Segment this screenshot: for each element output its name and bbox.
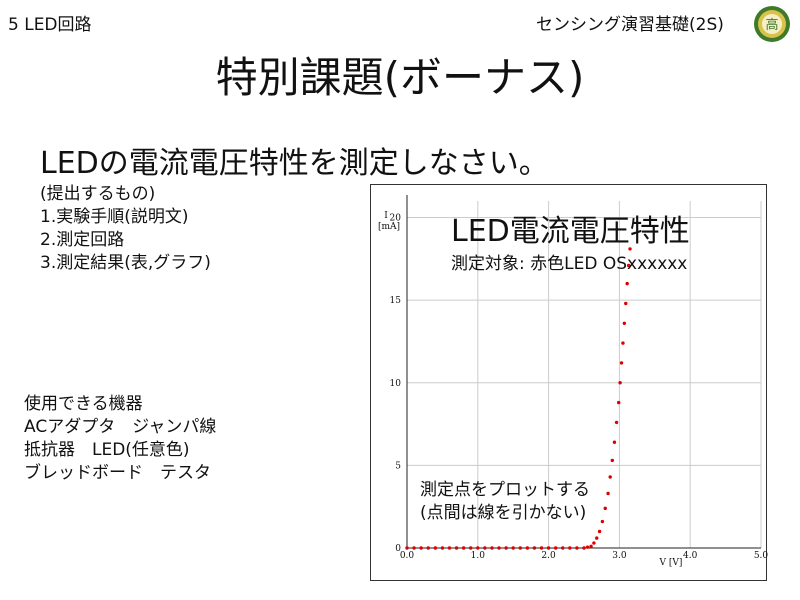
equipment-line: ブレッドボード テスタ — [24, 463, 211, 483]
data-point — [625, 281, 629, 286]
y-tick-label: 20 — [390, 214, 402, 224]
chart-points — [405, 247, 632, 550]
x-tick-label: 0.0 — [400, 551, 415, 561]
y-tick-label: 15 — [390, 296, 402, 306]
data-point — [619, 361, 624, 365]
equipment-line: ACアダプタ ジャンパ線 — [24, 417, 217, 437]
data-point — [561, 546, 565, 550]
data-point — [608, 475, 612, 479]
data-point — [589, 544, 593, 549]
data-point — [622, 321, 627, 325]
x-tick-label: 5.0 — [754, 551, 768, 561]
submission-list: (提出するもの) 1.実験手順(説明文) 2.測定回路 3.測定結果(表,グラフ… — [40, 183, 211, 275]
data-point — [497, 546, 501, 550]
data-point — [582, 546, 586, 550]
equipment-heading: 使用できる機器 — [24, 394, 143, 414]
iv-chart: 0.0 1.0 2.0 3.0 4.0 5.0 0 5 10 15 20 I [mA] V [V] … — [370, 184, 768, 581]
submission-item: 2.測定回路 — [40, 230, 125, 250]
y-tick-label: 0 — [395, 544, 401, 554]
data-point — [511, 546, 515, 550]
y-tick-label: 5 — [395, 461, 401, 471]
submission-item: 1.実験手順(説明文) — [40, 207, 189, 227]
data-point — [412, 546, 416, 550]
data-point — [595, 536, 599, 540]
emblem-text: 高 — [765, 17, 778, 33]
chart-subtitle: 測定対象: 赤色LED OSxxxxxx — [451, 254, 687, 274]
data-point — [628, 247, 632, 251]
data-point — [575, 546, 579, 550]
y-tick-label: 10 — [390, 379, 402, 389]
school-emblem: 高 — [754, 6, 790, 42]
submission-item: 3.測定結果(表,グラフ) — [40, 253, 211, 273]
x-tick-label: 3.0 — [612, 551, 627, 561]
x-tick-label: 1.0 — [471, 551, 486, 561]
data-point — [405, 546, 409, 550]
data-point — [624, 301, 628, 306]
x-axis-label: V [V] — [659, 558, 683, 568]
data-point — [440, 546, 445, 550]
x-tick-label: 4.0 — [683, 551, 698, 561]
data-point — [525, 546, 530, 550]
data-point — [600, 519, 605, 524]
data-point — [616, 400, 621, 405]
y-axis-label: I — [384, 211, 388, 221]
data-point — [614, 420, 619, 425]
data-point — [603, 506, 607, 511]
slide-title: 特別課題(ボーナス) — [215, 53, 585, 102]
slide-subtitle: LEDの電流電圧特性を測定しなさい。 — [40, 146, 549, 181]
data-point — [518, 546, 522, 550]
data-point — [621, 341, 625, 345]
data-point — [618, 381, 622, 385]
data-point — [568, 546, 572, 550]
equipment-line: 抵抗器 LED(任意色) — [24, 440, 190, 460]
data-point — [490, 546, 494, 550]
data-point — [585, 545, 590, 549]
data-point — [433, 546, 438, 550]
data-point — [546, 546, 551, 550]
y-axis-unit: [mA] — [378, 222, 400, 232]
data-point — [447, 546, 452, 550]
data-point — [419, 546, 423, 550]
data-point — [597, 529, 602, 534]
data-point — [504, 546, 508, 550]
data-point — [469, 546, 473, 550]
submission-heading: (提出するもの) — [40, 184, 156, 204]
data-point — [426, 546, 430, 550]
data-point — [483, 546, 487, 550]
data-point — [532, 546, 537, 550]
x-tick-label: 2.0 — [541, 551, 556, 561]
chart-note: (点間は線を引かない) — [420, 503, 586, 523]
data-point — [476, 546, 480, 550]
data-point — [606, 491, 610, 496]
data-point — [461, 546, 466, 550]
chart-title: LED電流電圧特性 — [451, 214, 690, 249]
data-point — [610, 458, 615, 463]
equipment-list: 使用できる機器 ACアダプタ ジャンパ線 抵抗器 LED(任意色) ブレッドボー… — [24, 393, 216, 485]
data-point — [553, 546, 558, 550]
chart-ticks: 0.0 1.0 2.0 3.0 4.0 5.0 0 5 10 15 20 — [390, 214, 768, 561]
chart-note: 測定点をプロットする — [420, 480, 590, 500]
chapter-label: 5 LED回路 — [8, 15, 92, 35]
data-point — [454, 546, 459, 550]
data-point — [626, 263, 631, 268]
data-point — [592, 541, 596, 545]
course-title: センシング演習基礎(2S) — [536, 15, 724, 35]
data-point — [612, 440, 617, 444]
data-point — [539, 546, 544, 550]
